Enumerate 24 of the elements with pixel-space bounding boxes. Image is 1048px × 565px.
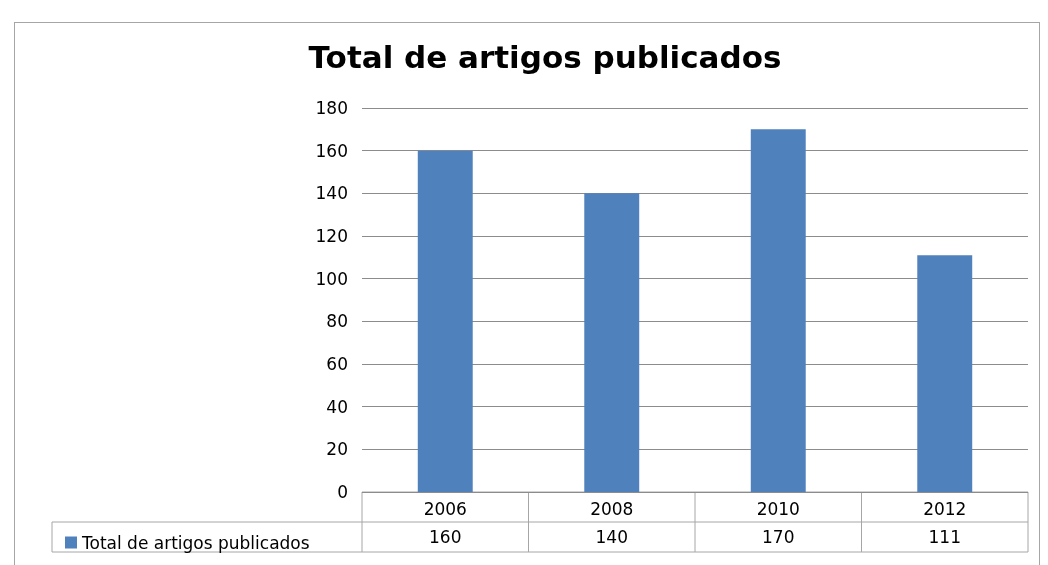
chart-title: Total de artigos publicados (308, 38, 782, 75)
bar (917, 255, 973, 492)
y-tick-label: 120 (315, 226, 348, 246)
y-tick-label: 140 (315, 183, 348, 204)
data-label: 160 (429, 527, 462, 547)
y-tick-label: 160 (315, 140, 348, 161)
x-tick-label: 2006 (423, 498, 467, 519)
data-label: 140 (595, 527, 628, 547)
x-tick-label: 2012 (923, 498, 967, 519)
y-tick-label: 100 (315, 268, 348, 289)
bar (750, 129, 806, 492)
bar (584, 193, 640, 492)
y-tick-label: 80 (326, 311, 348, 332)
bar (417, 150, 473, 492)
y-tick-label: 180 (315, 98, 348, 118)
y-tick-label: 0 (337, 482, 348, 502)
legend-label: Total de artigos publicados (81, 532, 310, 553)
x-tick-label: 2008 (590, 498, 634, 519)
y-tick-label: 60 (326, 354, 348, 374)
data-label: 111 (928, 527, 961, 547)
y-tick-label: 40 (326, 396, 348, 417)
y-tick-label: 20 (326, 439, 348, 460)
x-tick-label: 2010 (756, 498, 800, 519)
data-label: 170 (762, 527, 795, 547)
